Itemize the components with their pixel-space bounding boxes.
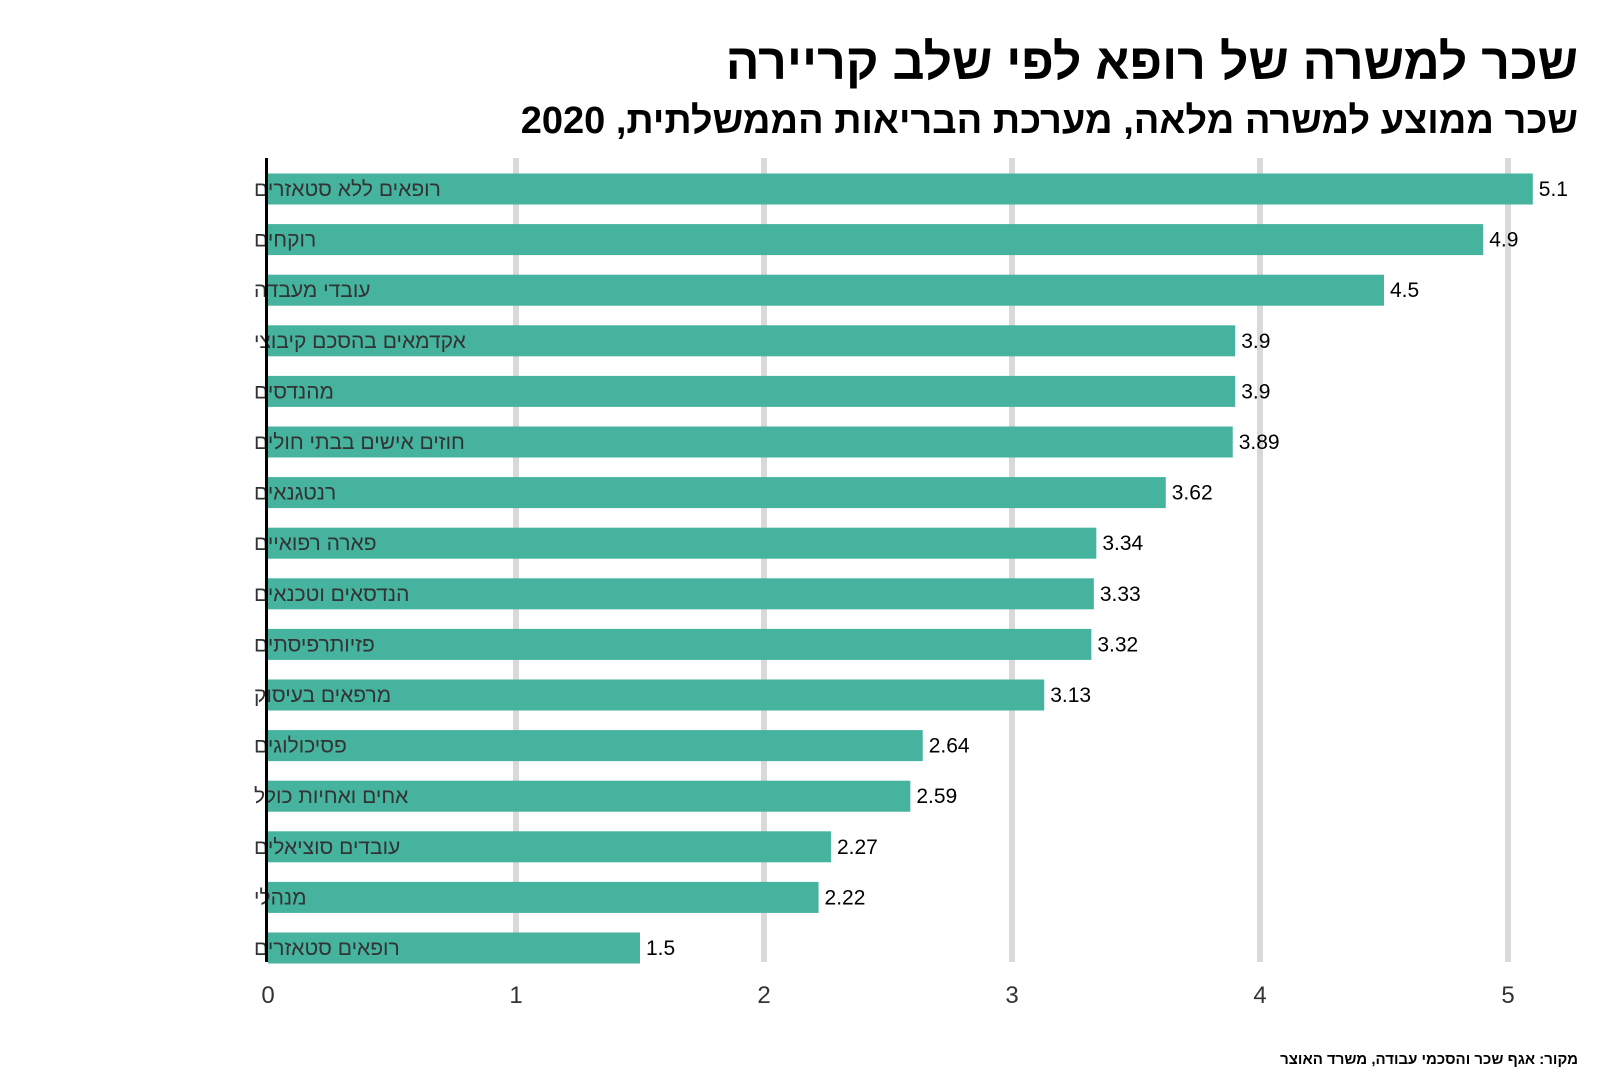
bar [268,477,1166,508]
bar [268,224,1483,255]
category-label: אחים ואחיות כולל [254,785,408,808]
value-label: 1.5 [646,937,675,960]
x-tick-label: 1 [509,982,522,1009]
category-label: חוזים אישים בבתי חולים [254,431,465,454]
category-label: רוקחים [254,229,316,252]
x-tick-label: 3 [1005,982,1018,1009]
bars [268,174,1533,964]
category-label: אקדמאים בהסכם קיבוצי [254,330,466,353]
value-label: 2.27 [837,836,878,859]
value-label: 3.62 [1172,482,1213,505]
value-label: 3.34 [1102,532,1143,555]
bar [268,376,1235,407]
x-tick-label: 0 [261,982,274,1009]
value-label: 3.9 [1241,330,1270,353]
value-label: 3.32 [1097,633,1138,656]
value-label: 3.33 [1100,583,1141,606]
x-tick-label: 2 [757,982,770,1009]
category-label: רופאים סטאזרים [254,937,400,960]
category-label: עובדי מעבדה [254,279,371,302]
bar [268,629,1091,660]
value-label: 2.59 [916,785,957,808]
value-label: 3.13 [1050,684,1091,707]
category-label: מנהלי [254,886,307,909]
bar [268,174,1533,205]
bar [268,882,819,913]
category-label: מרפאים בעיסוק [254,684,391,707]
value-label: 5.1 [1539,178,1568,201]
category-label: פארה רפואיים [254,532,377,555]
value-label: 4.5 [1390,279,1419,302]
x-tick-label: 5 [1501,982,1514,1009]
bar [268,528,1096,559]
category-label: הנדסאים וטכנאים [254,583,409,606]
category-label: עובדים סוציאלים [254,836,400,859]
value-label: 4.9 [1489,229,1518,252]
category-label: פזיותרפיסתים [254,633,375,656]
bar [268,730,923,761]
x-tick-label: 4 [1253,982,1266,1009]
value-label: 2.64 [929,735,970,758]
category-label: רופאים ללא סטאזרים [254,178,441,201]
value-label: 3.89 [1239,431,1280,454]
source-note: מקור: אגף שכר והסכמי עבודה, משרד האוצר [1280,1050,1578,1070]
value-label: 2.22 [825,886,866,909]
bar-chart: רופאים ללא סטאזרים רוקחים עובדי מעבדה אקדמא… [0,0,1600,1050]
value-label: 3.9 [1241,380,1270,403]
x-axis-ticks: 0 1 2 3 4 5 [261,982,1514,1009]
bar [268,275,1384,306]
